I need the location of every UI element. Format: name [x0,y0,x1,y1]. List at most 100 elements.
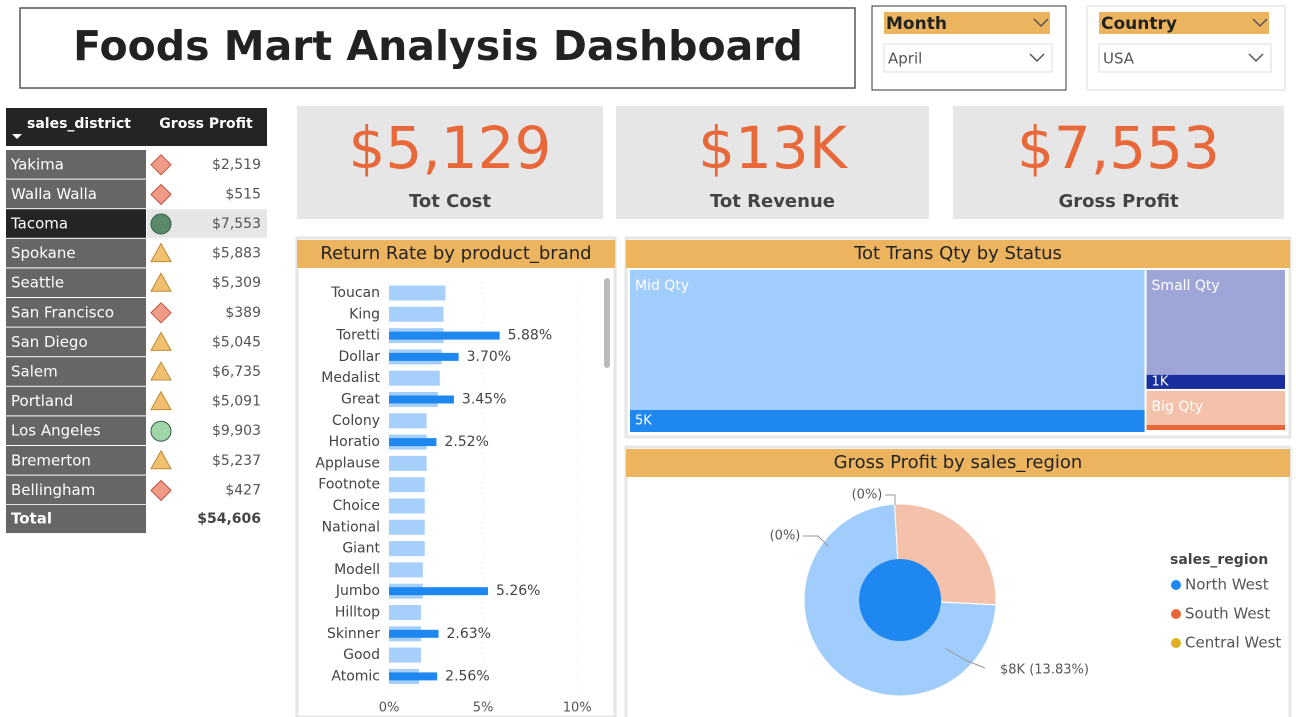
inner-ring [859,559,941,641]
bar [389,672,438,681]
status-icon [150,331,172,351]
status-icon [150,302,172,324]
district-name[interactable]: Spokane [11,244,76,262]
y-tick-label: Footnote [318,477,380,493]
y-tick-label: Modell [334,562,380,578]
data-label: 2.63% [446,626,490,642]
total-label: Total [11,510,52,528]
y-tick-label: Good [343,647,380,663]
row-name-cell [6,150,146,179]
legend-marker [1171,638,1181,648]
chevron [1252,18,1268,28]
slicer-header [1099,12,1269,34]
bar [389,352,459,361]
treemap-band [1146,425,1285,430]
district-name[interactable]: Portland [11,392,73,410]
row-name-cell [6,179,146,209]
x-tick-label: 0% [379,701,400,716]
slicer-label: Month [886,14,947,34]
tile-value: 5K [635,414,652,429]
profit-value: $5,045 [212,334,261,350]
bar [389,562,423,578]
panel-title: Gross Profit by sales_region [834,452,1083,473]
profit-value: $5,309 [212,275,261,291]
y-tick-label: Applause [315,455,380,471]
dropdown[interactable] [883,43,1053,73]
y-tick-label: Colony [332,413,380,429]
profit-value: $389 [225,305,261,321]
district-name[interactable]: San Diego [11,333,88,351]
profit-value: $515 [225,186,261,202]
row-name-cell [6,209,146,238]
table-header [6,108,267,146]
row-name-cell [6,238,146,268]
panel-header [626,240,1290,268]
dropdown-value[interactable]: April [888,50,922,68]
legend-title: sales_region [1170,552,1268,568]
panel-header [626,449,1290,477]
leader-line [944,647,986,669]
legend-marker [1171,609,1181,619]
kpi-value: $5,129 [349,114,552,182]
row-value-cell [147,357,267,386]
status-icon [150,213,172,235]
kpi-label: Tot Cost [409,191,491,212]
status-icon [150,154,172,176]
y-tick-label: Great [341,392,380,408]
row-name-cell [6,268,146,297]
bar [389,477,425,493]
kpi-card [297,106,603,219]
data-label: 5.88% [508,328,552,344]
profit-value: $5,883 [212,246,261,262]
legend-label[interactable]: South West [1185,605,1270,623]
kpi-label: Gross Profit [1058,191,1178,212]
bar [389,331,500,340]
district-name[interactable]: Salem [11,363,58,381]
y-tick-label: Toucan [330,285,380,301]
bar [389,413,427,429]
district-name[interactable]: San Francisco [11,303,114,321]
row-name-cell [6,446,146,475]
y-tick-label: King [349,306,380,322]
row-name-cell [6,475,146,505]
district-name[interactable]: Walla Walla [11,185,97,203]
bar [389,285,446,301]
district-name[interactable]: Bremerton [11,451,91,469]
treemap-band [630,410,1145,432]
title-box [19,7,856,89]
bar [389,306,444,322]
data-label: 5.26% [496,583,540,599]
district-name[interactable]: Seattle [11,274,64,292]
total-value: $54,606 [197,511,261,527]
district-name[interactable]: Yakima [10,155,64,173]
legend-label[interactable]: Central West [1185,634,1281,652]
dashboard-title: Foods Mart Analysis Dashboard [73,22,803,70]
scrollbar[interactable] [604,278,610,368]
slicer-label: Country [1101,14,1177,34]
profit-value: $9,903 [212,423,261,439]
y-tick-label: Choice [333,498,380,514]
row-name-cell [6,416,146,445]
row-name-cell [6,357,146,386]
total-name-cell [6,505,146,533]
dropdown-value[interactable]: USA [1103,50,1135,68]
row-name-cell [6,386,146,416]
bar [389,498,425,514]
district-name[interactable]: Tacoma [10,215,68,233]
panel-title: Return Rate by product_brand [320,243,591,264]
row-value-cell [147,327,267,357]
district-name[interactable]: Bellingham [11,481,95,499]
chevron [1248,53,1264,63]
leader-line [885,494,896,505]
district-name[interactable]: Los Angeles [11,422,101,440]
status-icon [150,479,172,502]
dropdown[interactable] [1098,43,1272,73]
row-name-cell [6,327,146,357]
y-tick-label: Dollar [339,349,381,365]
data-label: 2.56% [445,668,489,684]
legend-label[interactable]: North West [1185,576,1269,594]
treemap-band [1146,374,1285,389]
profit-value: $427 [225,482,261,498]
bar [389,629,439,638]
